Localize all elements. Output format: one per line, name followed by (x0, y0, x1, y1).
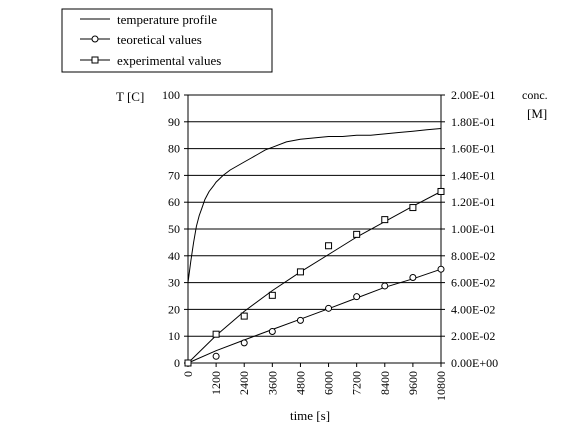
data-point-teoretical-values (381, 282, 389, 290)
series-line-experimental-values (187, 191, 442, 364)
data-point-experimental-values (212, 330, 220, 338)
legend-marker-square (91, 56, 99, 64)
x-tick-label: 10800 (434, 371, 448, 401)
x-tick-label: 2400 (237, 371, 251, 395)
y-left-tick-label: 80 (168, 142, 180, 156)
legend-item-temperature: temperature profile (80, 12, 217, 27)
x-tick-label: 0 (181, 371, 195, 377)
series-line-teoretical-values (187, 268, 442, 364)
data-point-experimental-values (184, 359, 192, 367)
y-left-tick-label: 50 (168, 222, 180, 236)
series-layer (184, 128, 445, 367)
y-right-tick-label: 1.80E-01 (451, 115, 495, 129)
x-tick-labels: 0 1200 2400 3600 4800 6000 7200 8400 9600 10800 (181, 371, 448, 401)
y-left-tick-labels: 0 10 20 30 40 50 60 70 80 90 100 (162, 88, 180, 370)
y-right-tick-label: 8.00E-02 (451, 249, 495, 263)
data-point-teoretical-values (437, 265, 445, 273)
y-left-tick-label: 40 (168, 249, 180, 263)
y-right-tick-label: 1.00E-01 (451, 222, 495, 236)
y-left-tick-label: 10 (168, 329, 180, 343)
y-right-tick-label: 1.40E-01 (451, 168, 495, 182)
y-right-tick-label: 6.00E-02 (451, 276, 495, 290)
y-left-tick-label: 100 (162, 88, 180, 102)
legend-item-experimental: experimental values (80, 53, 221, 68)
data-point-experimental-values (325, 242, 333, 250)
y-right-tick-label: 2.00E-02 (451, 329, 495, 343)
data-point-teoretical-values (268, 328, 276, 336)
y-right-tick-labels: 0.00E+00 2.00E-02 4.00E-02 6.00E-02 8.00E-02… (451, 88, 498, 370)
data-point-teoretical-values (212, 352, 220, 360)
data-point-teoretical-values (325, 304, 333, 312)
data-point-teoretical-values (240, 339, 248, 347)
x-tick-label: 7200 (350, 371, 364, 395)
data-point-experimental-values (268, 291, 276, 299)
series-line-temperature-profile (187, 128, 442, 283)
x-axis-label: time [s] (290, 408, 330, 423)
series-experimental-values (184, 187, 445, 367)
y-left-axis-label: T [C] (116, 89, 144, 104)
y-left-tick-label: 30 (168, 276, 180, 290)
data-point-experimental-values (240, 312, 248, 320)
series-teoretical-values (184, 265, 445, 367)
data-point-teoretical-values (296, 316, 304, 324)
x-tick-label: 3600 (265, 371, 279, 395)
y-right-tick-label: 0.00E+00 (451, 356, 498, 370)
data-point-experimental-values (409, 204, 417, 212)
legend-label-experimental: experimental values (117, 53, 221, 68)
y-right-axis-label-line1: conc. (522, 88, 548, 102)
x-tick-label: 8400 (378, 371, 392, 395)
data-point-teoretical-values (353, 293, 361, 301)
axes (184, 94, 445, 367)
y-right-axis-label-line2: [M] (527, 106, 547, 121)
data-point-experimental-values (437, 187, 445, 195)
y-left-tick-label: 20 (168, 302, 180, 316)
gridlines (188, 94, 441, 337)
series-temperature-profile (187, 128, 442, 283)
y-right-tick-label: 1.60E-01 (451, 142, 495, 156)
y-left-tick-label: 0 (174, 356, 180, 370)
y-right-tick-label: 1.20E-01 (451, 195, 495, 209)
x-tick-label: 6000 (322, 371, 336, 395)
legend-label-teoretical: teoretical values (117, 32, 202, 47)
data-point-experimental-values (381, 216, 389, 224)
data-point-experimental-values (296, 268, 304, 276)
x-tick-label: 1200 (209, 371, 223, 395)
y-left-tick-label: 70 (168, 168, 180, 182)
y-right-tick-label: 2.00E-01 (451, 88, 495, 102)
x-tick-label: 9600 (406, 371, 420, 395)
y-right-tick-label: 4.00E-02 (451, 302, 495, 316)
legend: temperature profile teoretical values ex… (61, 8, 273, 73)
legend-label-temperature: temperature profile (117, 12, 217, 27)
data-point-teoretical-values (409, 274, 417, 282)
legend-marker-circle (91, 35, 99, 43)
data-point-experimental-values (353, 230, 361, 238)
y-left-tick-label: 60 (168, 195, 180, 209)
x-tick-label: 4800 (293, 371, 307, 395)
y-left-tick-label: 90 (168, 115, 180, 129)
legend-item-teoretical: teoretical values (80, 32, 202, 47)
